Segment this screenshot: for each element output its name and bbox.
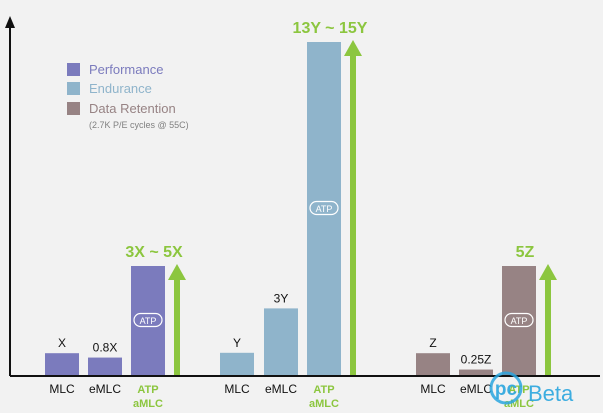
watermark-text: Beta bbox=[528, 381, 574, 406]
growth-arrow-head-icon-data-retention bbox=[539, 264, 557, 280]
bar-performance-emlc bbox=[88, 357, 122, 375]
highlight-endurance: 13Y ~ 15Y bbox=[293, 20, 368, 37]
category-label-performance-atp: ATP bbox=[137, 384, 158, 396]
legend-label-performance: Performance bbox=[89, 62, 163, 77]
category-label-endurance-amlc: aMLC bbox=[309, 398, 339, 410]
bar-data-retention-mlc bbox=[416, 353, 450, 375]
highlight-performance: 3X ~ 5X bbox=[125, 244, 183, 261]
category-label-data-retention-mlc: MLC bbox=[420, 382, 446, 396]
atp-badge-text-performance: ATP bbox=[140, 316, 157, 326]
bar-endurance-emlc bbox=[264, 308, 298, 375]
legend-swatch-data-retention bbox=[67, 102, 80, 115]
value-label-endurance-mlc: Y bbox=[233, 336, 241, 350]
value-label-data-retention-mlc: Z bbox=[429, 336, 436, 350]
category-label-performance-emlc: eMLC bbox=[89, 382, 121, 396]
category-label-endurance-mlc: MLC bbox=[224, 382, 250, 396]
bars-layer: X MLC 0.8X eMLC ATP 3X ~ 5X ATP aMLC Y MLC 3Y eMLC A… bbox=[45, 20, 557, 410]
growth-arrow-head-icon-performance bbox=[168, 264, 186, 280]
bar-data-retention-atp-amlc bbox=[502, 266, 536, 375]
bar-performance-atp-amlc bbox=[131, 266, 165, 375]
growth-arrow-head-icon-endurance bbox=[344, 40, 362, 56]
y-axis-arrowhead bbox=[5, 16, 15, 28]
category-label-performance-amlc: aMLC bbox=[133, 398, 163, 410]
bar-performance-mlc bbox=[45, 353, 79, 375]
atp-badge-endurance bbox=[309, 200, 339, 216]
category-label-endurance-atp: ATP bbox=[313, 384, 334, 396]
category-label-data-retention-atp: ATP bbox=[508, 384, 529, 396]
bar-endurance-mlc bbox=[220, 352, 254, 375]
legend-label-data-retention: Data Retention bbox=[89, 101, 176, 116]
bar-endurance-atp-amlc bbox=[307, 42, 341, 375]
value-label-performance-mlc: X bbox=[58, 336, 66, 350]
atp-badge-text-endurance: ATP bbox=[316, 204, 333, 214]
bar-data-retention-emlc bbox=[459, 369, 493, 375]
watermark-logo-icon bbox=[489, 371, 523, 405]
legend-swatch-endurance bbox=[67, 82, 80, 95]
legend-label-endurance: Endurance bbox=[89, 81, 152, 96]
watermark-logo-letters: pc bbox=[495, 379, 518, 400]
atp-badge-performance bbox=[133, 312, 163, 328]
category-label-data-retention-emlc: eMLC bbox=[460, 382, 492, 396]
value-label-performance-emlc: 0.8X bbox=[93, 341, 118, 355]
highlight-data-retention: 5Z bbox=[516, 244, 535, 261]
atp-badge-data-retention bbox=[504, 312, 534, 328]
atp-badge-text-data-retention: ATP bbox=[511, 316, 528, 326]
category-label-endurance-emlc: eMLC bbox=[265, 382, 297, 396]
legend-swatch-performance bbox=[67, 63, 80, 76]
category-label-performance-mlc: MLC bbox=[49, 382, 75, 396]
watermark: pc Beta bbox=[489, 371, 574, 406]
legend: Performance Endurance Data Retention (2.… bbox=[67, 62, 189, 130]
legend-note: (2.7K P/E cycles @ 55C) bbox=[89, 120, 189, 130]
value-label-endurance-emlc: 3Y bbox=[274, 291, 289, 305]
value-label-data-retention-emlc: 0.25Z bbox=[461, 353, 492, 367]
